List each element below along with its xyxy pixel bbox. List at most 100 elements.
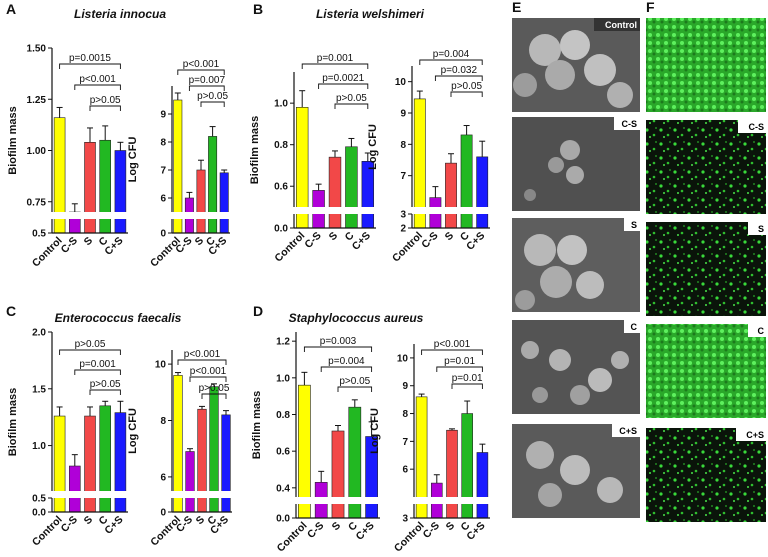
significance-bracket [419, 59, 483, 65]
significance-bracket [200, 101, 225, 107]
y-axis-label: Biofilm mass [251, 391, 263, 459]
bar [445, 162, 457, 229]
bar [219, 172, 229, 234]
x-tick-label: C-S [421, 520, 442, 541]
significance-bracket [59, 63, 121, 69]
p-value: p>0.05 [90, 95, 121, 106]
significance-bracket [318, 83, 369, 89]
y-tick-label: 1.25 [27, 95, 47, 106]
y-axis-label: Biofilm mass [249, 116, 261, 184]
significance-bracket [59, 349, 121, 355]
significance-bracket [188, 85, 225, 91]
x-tick-label: C+S [102, 514, 125, 537]
axis-break [288, 207, 378, 214]
y-tick-label: 1.00 [27, 146, 47, 157]
significance-bracket [337, 386, 373, 392]
panel-label: D [253, 303, 263, 319]
p-value: p=0.001 [317, 53, 354, 64]
x-tick-label: C-S [419, 230, 440, 251]
axis-break [290, 497, 382, 504]
bar [446, 429, 458, 519]
x-tick-label: Control [272, 230, 307, 265]
y-axis-label: Log CFU [127, 137, 139, 183]
x-tick-label: C-S [59, 235, 80, 256]
image-label: C+S [746, 430, 764, 440]
y-axis-label: Log CFU [367, 124, 379, 170]
y-tick-label: 1.50 [27, 44, 47, 55]
y-tick-label: 8 [160, 138, 166, 149]
p-value: p=0.001 [79, 359, 116, 370]
p-value: p=0.0021 [322, 73, 364, 84]
y-tick-label: 10 [155, 360, 167, 371]
image-label: C [631, 322, 638, 332]
x-tick-label: Control [392, 520, 427, 555]
bar [99, 139, 111, 234]
image-label: S [631, 220, 637, 230]
x-tick-label: S [327, 230, 340, 243]
y-tick-label: 3 [400, 210, 406, 221]
y-tick-label: 0.5 [32, 229, 46, 240]
y-tick-label: 0.75 [27, 197, 47, 208]
bar [328, 156, 342, 229]
x-tick-label: S [82, 235, 95, 248]
y-tick-label: 0.0 [274, 224, 288, 235]
y-tick-label: 10 [395, 77, 407, 88]
p-value: p<0.001 [434, 339, 471, 350]
image-label: Control [605, 20, 637, 30]
y-tick-label: 9 [400, 109, 406, 120]
significance-bracket [89, 105, 121, 111]
image-label: C+S [619, 426, 637, 436]
bar [476, 156, 489, 229]
y-tick-label: 6 [402, 465, 408, 476]
bar [84, 142, 96, 234]
image-label: C-S [622, 119, 638, 129]
y-tick-label: 0.8 [274, 140, 288, 151]
y-tick-label: 0 [160, 508, 166, 519]
p-value: p>0.05 [199, 383, 230, 394]
significance-bracket [421, 349, 483, 355]
axis-break [406, 207, 492, 214]
bar [361, 161, 375, 229]
bar [69, 465, 81, 513]
axis-break [408, 497, 492, 504]
significance-bracket [436, 366, 483, 372]
p-value: p=0.01 [444, 356, 475, 367]
panel-label: B [253, 1, 263, 17]
panel-label: C [6, 303, 16, 319]
p-value: p>0.05 [339, 376, 370, 387]
y-tick-label: 0.6 [274, 182, 288, 193]
sem-image: C+S [512, 424, 640, 518]
chart-title: Listeria innocua [74, 7, 166, 21]
significance-bracket [450, 91, 483, 97]
y-axis-label: Log CFU [369, 408, 381, 454]
y-tick-label: 0.4 [276, 483, 290, 494]
x-tick-label: Control [275, 520, 310, 555]
x-tick-label: C-S [302, 230, 323, 251]
p-value: p>0.05 [451, 81, 482, 92]
panel-label: F [646, 0, 655, 15]
x-tick-label: S [444, 520, 457, 533]
sem-image: S [512, 218, 640, 312]
y-axis-label: Log CFU [127, 408, 139, 454]
y-tick-label: 1.5 [32, 384, 46, 395]
sem-image: Control [512, 18, 640, 112]
y-tick-label: 9 [160, 110, 166, 121]
panel-label: A [6, 1, 16, 17]
y-tick-label: 1.2 [276, 337, 290, 348]
chart-title: Listeria welshimeri [316, 7, 425, 21]
x-tick-label: S [82, 514, 95, 527]
image-label: C [758, 326, 765, 336]
panel-label: E [512, 0, 521, 15]
image-label: S [758, 224, 764, 234]
y-tick-label: 1.0 [274, 99, 288, 110]
y-tick-label: 10 [397, 353, 409, 364]
p-value: p<0.001 [183, 59, 220, 70]
fluorescence-image [646, 18, 766, 112]
fluorescence-image: C-S [646, 120, 766, 214]
y-tick-label: 7 [402, 437, 408, 448]
y-axis-label: Biofilm mass [7, 388, 19, 456]
sem-image: C [512, 320, 640, 414]
x-tick-label: Control [30, 235, 65, 270]
significance-bracket [303, 346, 373, 352]
